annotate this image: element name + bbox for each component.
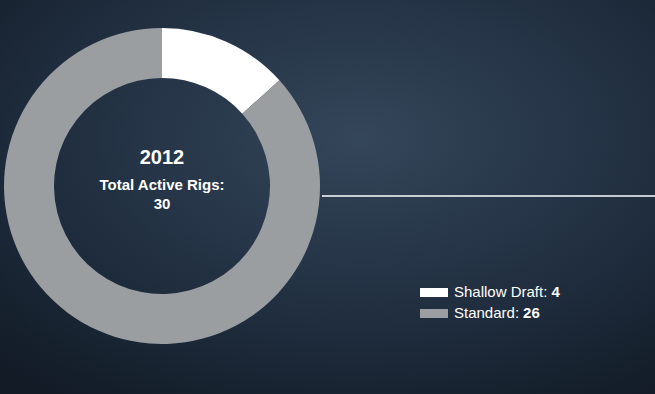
legend-swatch bbox=[420, 288, 448, 297]
legend-swatch bbox=[420, 309, 448, 318]
legend-label: Standard: bbox=[454, 304, 519, 321]
total: 30 bbox=[154, 195, 171, 212]
title: 2012 bbox=[140, 146, 185, 168]
donut bbox=[4, 28, 320, 344]
legend: Shallow Draft:4 Standard:26 bbox=[420, 283, 560, 321]
legend-value: 4 bbox=[551, 283, 560, 300]
connector-line bbox=[322, 195, 655, 197]
legend-entry: Standard:26 bbox=[454, 304, 540, 321]
legend-value: 26 bbox=[523, 304, 540, 321]
legend-entry: Shallow Draft:4 bbox=[454, 283, 560, 300]
slice bbox=[4, 28, 320, 344]
background bbox=[0, 0, 655, 394]
chart: 2012Total Active Rigs:30Shallow Draft:4S… bbox=[0, 0, 655, 394]
legend-label: Shallow Draft: bbox=[454, 283, 547, 300]
subtitle: Total Active Rigs: bbox=[99, 176, 224, 193]
